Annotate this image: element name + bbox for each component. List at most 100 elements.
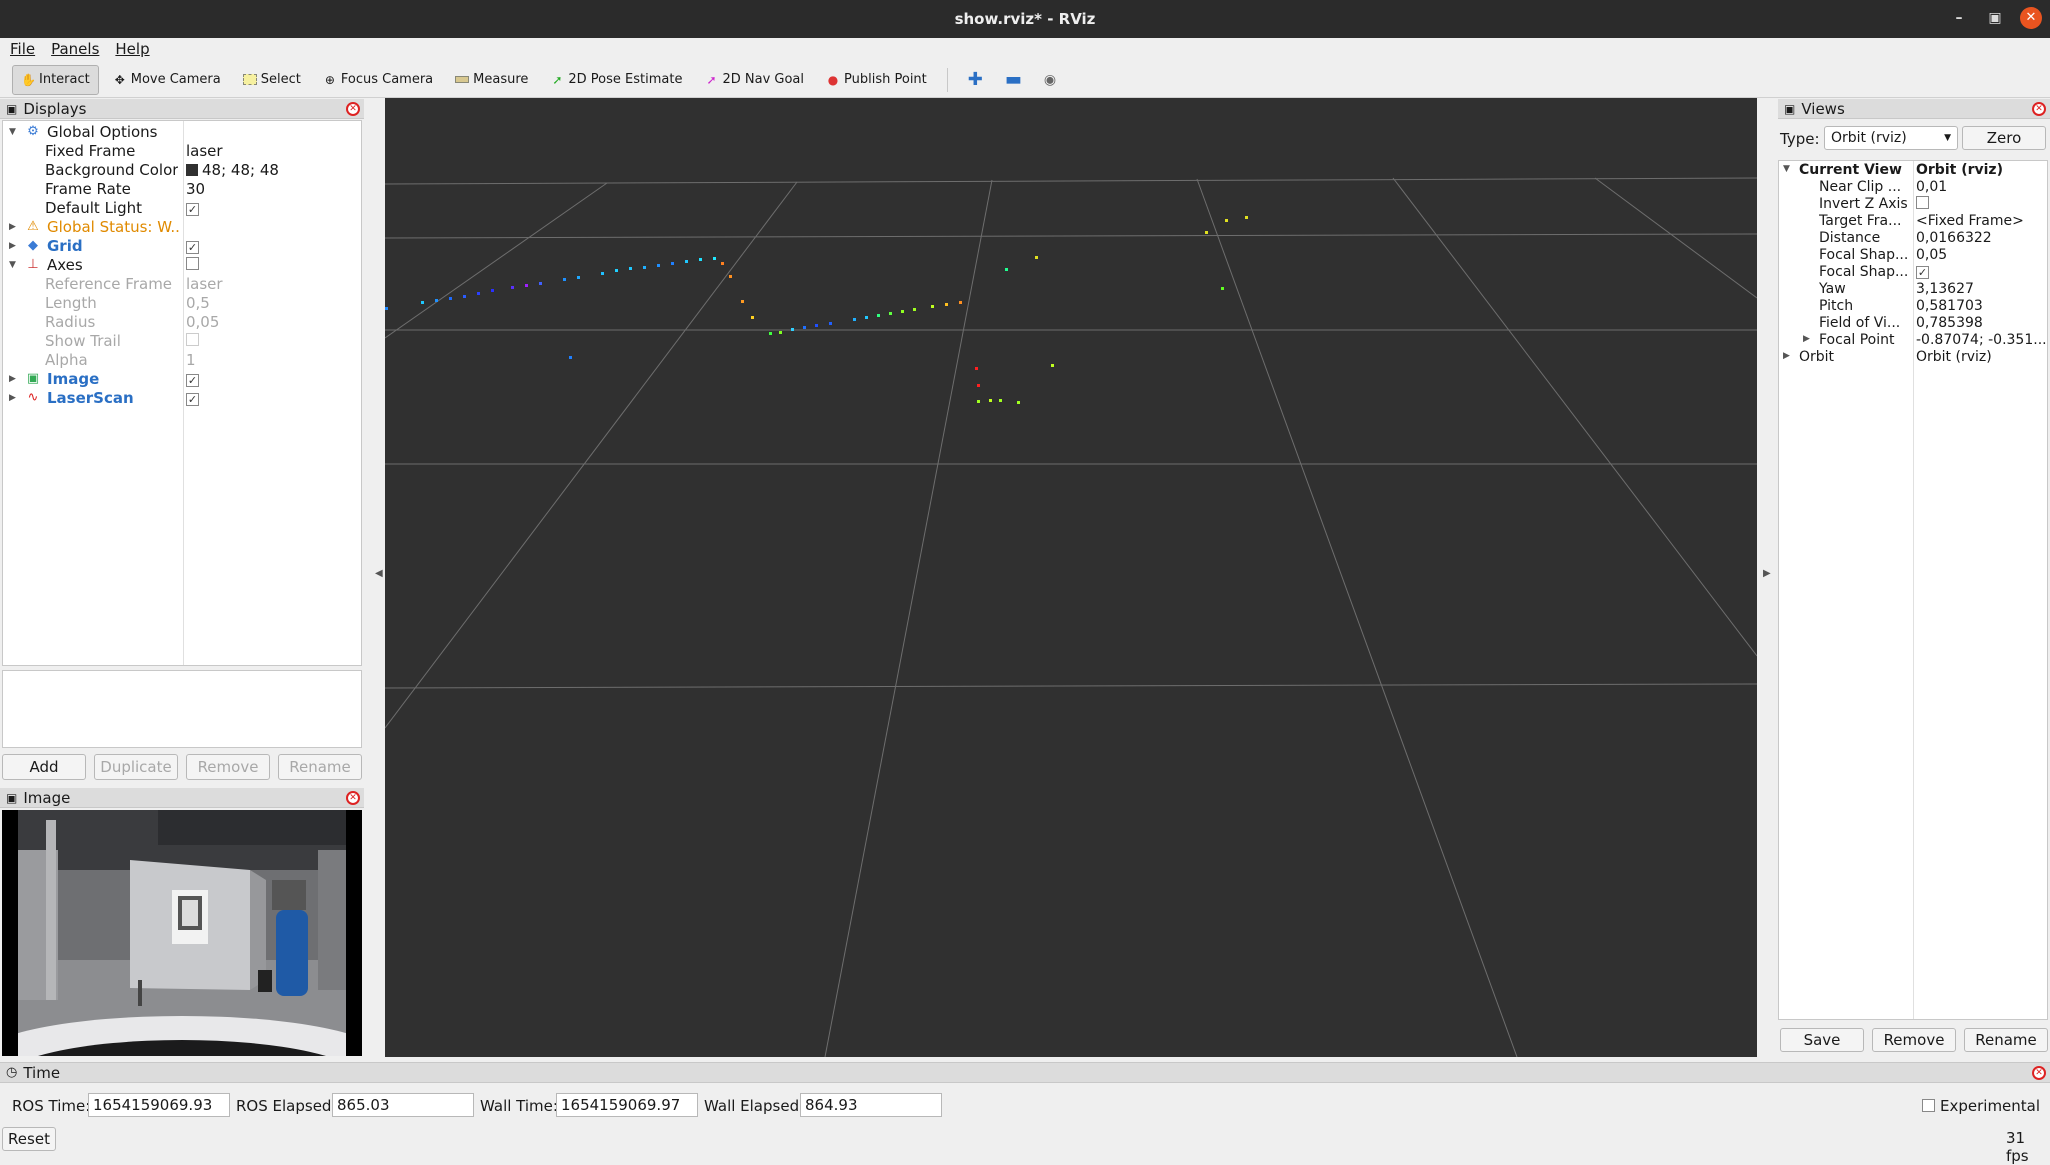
window-title: show.rviz* - RViz: [954, 10, 1096, 28]
minimize-icon[interactable]: –: [1955, 10, 1963, 26]
background-color-value[interactable]: 48; 48; 48: [186, 161, 279, 179]
field-of-view-value[interactable]: 0,785398: [1916, 315, 1983, 331]
minus-icon[interactable]: ▬: [1004, 69, 1022, 90]
publish-point-tool[interactable]: ● Publish Point: [818, 65, 935, 95]
laserscan-icon: ∿: [27, 389, 39, 405]
yaw-value[interactable]: 3,13627: [1916, 281, 1974, 297]
collapse-arrow-icon[interactable]: ▶: [1783, 351, 1790, 361]
nav-goal-tool[interactable]: ➚ 2D Nav Goal: [696, 65, 812, 95]
tree-row-global-status[interactable]: ▶ ⚠ Global Status: W...: [3, 217, 361, 236]
tree-row-global-options[interactable]: ▼ ⚙ Global Options: [3, 122, 361, 141]
view-row-pitch[interactable]: Pitch 0,581703: [1779, 298, 2047, 315]
views-header: ▣ Views ✕: [1778, 99, 2050, 119]
wall-elapsed-field[interactable]: 864.93: [800, 1093, 942, 1117]
collapse-arrow-icon[interactable]: ▶: [9, 221, 16, 232]
view-row-focal-point[interactable]: ▶ Focal Point -0.87074; -0.351...: [1779, 332, 2047, 349]
view-row-invert-z[interactable]: Invert Z Axis: [1779, 196, 2047, 213]
grid-checkbox[interactable]: ✓: [186, 240, 199, 254]
view-row-focal-shape-size[interactable]: Focal Shap... 0,05: [1779, 247, 2047, 264]
view-row-focal-shape-fixed[interactable]: Focal Shap... ✓: [1779, 264, 2047, 281]
collapse-arrow-icon[interactable]: ▶: [9, 392, 16, 403]
invert-z-checkbox[interactable]: [1916, 196, 1929, 209]
expand-arrow-icon[interactable]: ▼: [9, 126, 16, 137]
pitch-value[interactable]: 0,581703: [1916, 298, 1983, 314]
tree-row-image[interactable]: ▶ ▣ Image ✓: [3, 369, 361, 388]
interact-tool[interactable]: ✋ Interact: [12, 64, 99, 95]
menu-panels[interactable]: Panels: [51, 40, 100, 58]
collapse-arrow-icon[interactable]: ▶: [9, 373, 16, 384]
view-row-distance[interactable]: Distance 0,0166322: [1779, 230, 2047, 247]
focal-shape-fixed-checkbox[interactable]: ✓: [1916, 266, 1929, 279]
view-row-orbit[interactable]: ▶ Orbit Orbit (rviz): [1779, 349, 2047, 366]
wall-time-field[interactable]: 1654159069.97: [556, 1093, 698, 1117]
pose-estimate-tool[interactable]: ➚ 2D Pose Estimate: [542, 65, 690, 95]
reference-frame-label: Reference Frame: [45, 274, 173, 293]
measure-tool[interactable]: Measure: [447, 65, 536, 95]
save-view-button[interactable]: Save: [1780, 1028, 1864, 1052]
focal-shape-size-label: Focal Shap...: [1819, 247, 1909, 263]
displays-header: ▣ Displays ✕: [0, 99, 364, 119]
length-value: 0,5: [186, 293, 210, 312]
distance-value[interactable]: 0,0166322: [1916, 230, 1992, 246]
focal-point-label: Focal Point: [1819, 332, 1895, 348]
render-viewport[interactable]: ◀ ▶: [375, 98, 1771, 1058]
reset-button[interactable]: Reset: [2, 1127, 56, 1151]
rename-view-button[interactable]: Rename: [1964, 1028, 2048, 1052]
view-row-field-of-view[interactable]: Field of Vi... 0,785398: [1779, 315, 2047, 332]
collapse-arrow-icon[interactable]: ▶: [1803, 334, 1810, 344]
expand-arrow-icon[interactable]: ▼: [1783, 164, 1790, 174]
near-clip-value[interactable]: 0,01: [1916, 179, 1948, 195]
menu-help[interactable]: Help: [115, 40, 150, 58]
default-light-checkbox[interactable]: ✓: [186, 202, 199, 216]
view-row-near-clip[interactable]: Near Clip ... 0,01: [1779, 179, 2047, 196]
image-checkbox[interactable]: ✓: [186, 373, 199, 387]
laser-scan-point: [563, 278, 566, 281]
tree-row-background-color[interactable]: Background Color 48; 48; 48: [3, 160, 361, 179]
expand-arrow-icon[interactable]: ▼: [9, 259, 16, 270]
tree-row-grid[interactable]: ▶ ◆ Grid ✓: [3, 236, 361, 255]
close-panel-icon[interactable]: ✕: [2032, 1066, 2046, 1080]
ros-time-field[interactable]: 1654159069.93: [88, 1093, 230, 1117]
zero-button[interactable]: Zero: [1962, 126, 2046, 150]
select-tool[interactable]: Select: [235, 65, 309, 95]
eye-icon[interactable]: ◉: [1043, 71, 1057, 88]
add-button[interactable]: Add: [2, 754, 86, 780]
focus-camera-tool[interactable]: ⊕ Focus Camera: [315, 65, 441, 95]
tree-row-fixed-frame[interactable]: Fixed Frame laser: [3, 141, 361, 160]
experimental-label: Experimental: [1940, 1097, 2041, 1115]
tree-row-axes[interactable]: ▼ ⊥ Axes: [3, 255, 361, 274]
close-icon[interactable]: ✕: [2020, 7, 2042, 29]
target-frame-value[interactable]: <Fixed Frame>: [1916, 213, 2024, 229]
right-splitter-arrow-icon[interactable]: ▶: [1763, 568, 1771, 579]
tree-row-default-light[interactable]: Default Light ✓: [3, 198, 361, 217]
menu-file[interactable]: File: [10, 40, 36, 58]
view-row-target-frame[interactable]: Target Fra... <Fixed Frame>: [1779, 213, 2047, 230]
laser-scan-point: [1225, 219, 1228, 222]
ros-elapsed-field[interactable]: 865.03: [332, 1093, 474, 1117]
maximize-icon[interactable]: ▣: [1988, 10, 2002, 26]
close-panel-icon[interactable]: ✕: [346, 791, 360, 805]
close-panel-icon[interactable]: ✕: [2032, 102, 2046, 116]
fixed-frame-value[interactable]: laser: [186, 141, 223, 160]
left-splitter-arrow-icon[interactable]: ◀: [375, 568, 383, 579]
collapse-arrow-icon[interactable]: ▶: [9, 240, 16, 251]
view-type-select[interactable]: Orbit (rviz) ▼: [1824, 126, 1958, 150]
remove-view-button[interactable]: Remove: [1872, 1028, 1956, 1052]
plus-icon[interactable]: ✚: [967, 69, 983, 90]
publish-point-label: Publish Point: [844, 72, 927, 87]
laser-scan-point: [577, 276, 580, 279]
frame-rate-value[interactable]: 30: [186, 179, 206, 198]
tree-row-frame-rate[interactable]: Frame Rate 30: [3, 179, 361, 198]
view-row-current-view[interactable]: ▼ Current View Orbit (rviz): [1779, 162, 2047, 179]
experimental-checkbox[interactable]: [1922, 1099, 1935, 1112]
axes-checkbox[interactable]: [186, 256, 199, 270]
view-row-yaw[interactable]: Yaw 3,13627: [1779, 281, 2047, 298]
close-panel-icon[interactable]: ✕: [346, 102, 360, 116]
laserscan-checkbox[interactable]: ✓: [186, 392, 199, 406]
focal-point-value[interactable]: -0.87074; -0.351...: [1916, 332, 2046, 348]
move-camera-tool[interactable]: ✥ Move Camera: [105, 65, 229, 95]
tree-row-laserscan[interactable]: ▶ ∿ LaserScan ✓: [3, 388, 361, 407]
focal-shape-size-value[interactable]: 0,05: [1916, 247, 1948, 263]
focal-shape-fixed-label: Focal Shap...: [1819, 264, 1909, 280]
displays-buttons: Add Duplicate Remove Rename: [2, 754, 362, 780]
